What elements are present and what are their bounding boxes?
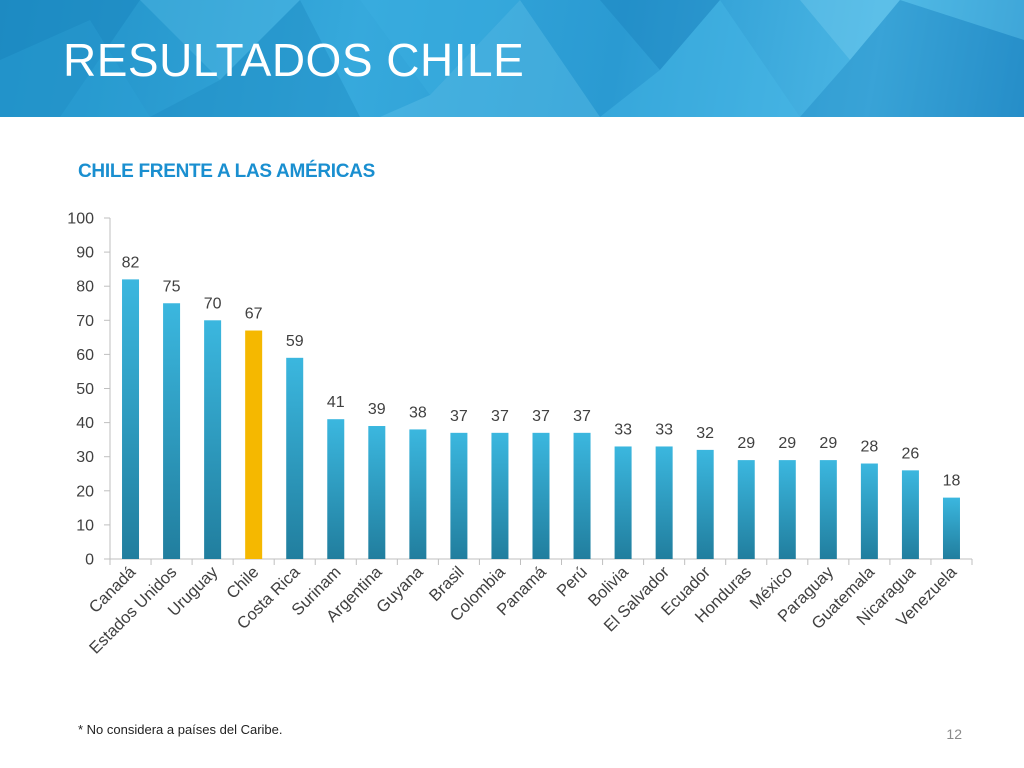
- chart-data-labels: 82 75 70 67 59 41 39 38 37 37 37 37 33 33 32 29 29 29 28 26…: [122, 254, 961, 489]
- data-label: 37: [532, 408, 550, 425]
- bar-surinam: [327, 419, 345, 559]
- data-label: 33: [655, 421, 673, 438]
- bar-panamá: [532, 432, 550, 559]
- bar-guyana: [409, 429, 427, 559]
- y-tick-label: 60: [76, 347, 94, 364]
- bar-venezuela: [942, 497, 960, 559]
- y-tick-label: 50: [76, 381, 94, 398]
- bar-honduras: [737, 460, 755, 559]
- header-pattern: [0, 0, 1024, 117]
- chart-subtitle: CHILE FRENTE A LAS AMÉRICAS: [78, 161, 375, 182]
- y-tick-label: 80: [76, 279, 94, 296]
- data-label: 33: [614, 421, 632, 438]
- bar-costa-rica: [286, 357, 304, 559]
- footnote: * No considera a países del Caribe.: [78, 722, 283, 737]
- data-label: 28: [860, 439, 878, 456]
- y-tick-label: 100: [67, 211, 94, 228]
- y-tick-label: 10: [76, 517, 94, 534]
- bar-colombia: [491, 432, 509, 559]
- data-label: 37: [573, 408, 591, 425]
- bar-bolivia: [614, 446, 632, 559]
- data-label: 67: [245, 306, 263, 323]
- data-label: 75: [163, 278, 181, 295]
- y-tick-label: 40: [76, 415, 94, 432]
- data-label: 26: [902, 445, 920, 462]
- data-label: 38: [409, 404, 427, 421]
- data-label: 37: [450, 408, 468, 425]
- y-tick-label: 0: [85, 552, 94, 569]
- bar-el-salvador: [655, 446, 673, 559]
- x-tick-label: Perú: [553, 563, 590, 600]
- data-label: 82: [122, 254, 140, 271]
- chart-bars: [122, 279, 960, 559]
- bar-perú: [573, 432, 591, 559]
- x-tick-label: Guyana: [373, 563, 427, 617]
- data-label: 32: [696, 425, 714, 442]
- bar-uruguay: [204, 320, 222, 559]
- y-tick-label: 70: [76, 313, 94, 330]
- header-banner: RESULTADOS CHILE: [0, 0, 1024, 117]
- bar-nicaragua: [901, 470, 919, 559]
- data-label: 41: [327, 394, 345, 411]
- bar-estados-unidos: [163, 303, 181, 559]
- y-tick-label: 30: [76, 449, 94, 466]
- data-label: 29: [778, 435, 796, 452]
- bar-méxico: [778, 460, 796, 559]
- bar-ecuador: [696, 449, 714, 559]
- data-label: 37: [491, 408, 509, 425]
- bar-canadá: [122, 279, 140, 559]
- data-label: 39: [368, 401, 386, 418]
- data-label: 59: [286, 333, 304, 350]
- bar-brasil: [450, 432, 468, 559]
- data-label: 29: [737, 435, 755, 452]
- bar-argentina: [368, 426, 386, 559]
- page-title: RESULTADOS CHILE: [63, 34, 525, 86]
- page-number: 12: [946, 726, 962, 742]
- bar-paraguay: [819, 460, 837, 559]
- bar-guatemala: [860, 463, 878, 559]
- bar-chile: [245, 330, 263, 559]
- data-label: 29: [819, 435, 837, 452]
- bar-chart: 0 10 20 30 40 50 60 70 80 90 100 82 75 70 67 59 41 39 38 3…: [67, 211, 973, 658]
- data-label: 18: [943, 473, 961, 490]
- y-tick-label: 20: [76, 483, 94, 500]
- data-label: 70: [204, 295, 222, 312]
- y-tick-label: 90: [76, 245, 94, 262]
